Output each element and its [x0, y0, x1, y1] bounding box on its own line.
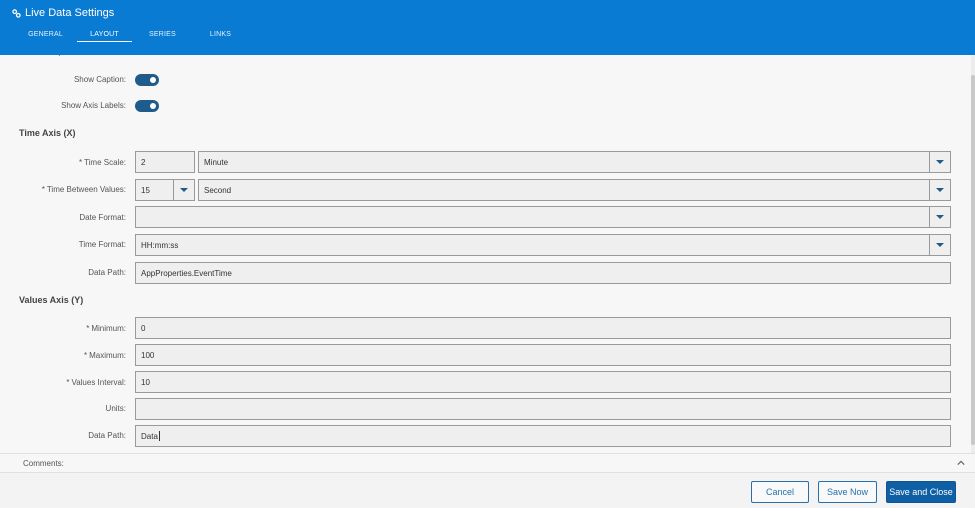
time-between-values-label-text: Time Between Values:	[46, 185, 126, 194]
values-data-path-value: Data	[141, 431, 158, 441]
time-format-value: HH:mm:ss	[141, 240, 179, 250]
values-data-path-label: Data Path:	[88, 431, 126, 440]
toggle-knob	[150, 103, 156, 109]
time-between-values-value: 15	[141, 185, 150, 195]
chevron-down-icon	[936, 188, 944, 192]
chevron-up-icon[interactable]	[957, 459, 965, 467]
text-cursor	[158, 431, 160, 441]
time-axis-title: Time Axis (X)	[19, 128, 76, 138]
show-caption-toggle[interactable]	[135, 74, 159, 86]
settings-content: · Show Caption: Show Axis Labels: Time A…	[0, 55, 971, 453]
tab-bar: GENERAL LAYOUT SERIES LINKS	[18, 28, 248, 42]
values-interval-input[interactable]: 10	[135, 371, 951, 393]
cancel-button[interactable]: Cancel	[751, 481, 809, 503]
time-between-values-label: * Time Between Values:	[42, 185, 126, 194]
required-marker: *	[66, 378, 70, 387]
save-and-close-button[interactable]: Save and Close	[886, 481, 956, 503]
comments-label: Comments:	[23, 459, 64, 468]
scrolled-off-label: ·	[58, 55, 61, 60]
time-data-path-label: Data Path:	[88, 268, 126, 277]
tab-layout[interactable]: LAYOUT	[77, 28, 132, 42]
scrollbar-thumb[interactable]	[971, 75, 975, 445]
show-axis-labels-toggle[interactable]	[135, 100, 159, 112]
time-scale-unit-dropdown-button[interactable]	[929, 152, 950, 172]
time-data-path-value: AppProperties.EventTime	[141, 268, 232, 278]
time-between-values-dropdown-button[interactable]	[173, 180, 194, 200]
dialog-footer: Cancel Save Now Save and Close	[0, 473, 975, 508]
maximum-label: * Maximum:	[84, 351, 126, 360]
values-interval-label-text: Values Interval:	[71, 378, 126, 387]
time-scale-input[interactable]: 2	[135, 151, 195, 173]
required-marker: *	[41, 185, 45, 194]
chevron-down-icon	[936, 160, 944, 164]
tab-links[interactable]: LINKS	[209, 31, 232, 38]
time-between-values-select[interactable]: 15	[135, 179, 195, 201]
values-axis-title: Values Axis (Y)	[19, 295, 84, 305]
time-between-values-unit-value: Second	[204, 185, 232, 195]
date-format-dropdown-button[interactable]	[929, 207, 950, 227]
time-scale-unit-value: Minute	[204, 157, 229, 167]
minimum-label-text: Minimum:	[91, 324, 126, 333]
show-caption-label: Show Caption:	[73, 75, 126, 84]
tab-series[interactable]: SERIES	[149, 31, 176, 38]
chevron-down-icon	[936, 243, 944, 247]
time-scale-unit-select[interactable]: Minute	[198, 151, 951, 173]
required-marker: *	[86, 324, 90, 333]
date-format-label: Date Format:	[79, 213, 126, 222]
toggle-knob	[150, 77, 156, 83]
minimum-value: 0	[141, 323, 146, 333]
maximum-label-text: Maximum:	[89, 351, 126, 360]
dialog-title-text: Live Data Settings	[25, 7, 115, 19]
link-icon	[12, 8, 21, 18]
save-now-button[interactable]: Save Now	[818, 481, 877, 503]
required-marker: *	[83, 351, 88, 360]
time-format-label: Time Format:	[78, 240, 126, 249]
time-scale-label: * Time Scale:	[79, 158, 126, 167]
comments-bar[interactable]: Comments:	[0, 453, 975, 473]
time-between-values-unit-dropdown-button[interactable]	[929, 180, 950, 200]
date-format-select[interactable]	[135, 206, 951, 228]
time-scale-label-text: Time Scale:	[84, 158, 126, 167]
minimum-input[interactable]: 0	[135, 317, 951, 339]
chevron-down-icon	[180, 188, 188, 192]
minimum-label: * Minimum:	[86, 324, 126, 333]
time-format-select[interactable]: HH:mm:ss	[135, 234, 951, 256]
units-label: Units:	[105, 404, 126, 413]
dialog-header: Live Data Settings GENERAL LAYOUT SERIES…	[0, 0, 975, 55]
required-marker: *	[78, 158, 83, 167]
values-interval-value: 10	[141, 377, 150, 387]
time-between-values-unit-select[interactable]: Second	[198, 179, 951, 201]
time-format-dropdown-button[interactable]	[929, 235, 950, 255]
values-data-path-input[interactable]: Data	[135, 425, 951, 447]
values-interval-label: * Values Interval:	[66, 378, 126, 387]
maximum-value: 100	[141, 350, 155, 360]
time-scale-value: 2	[141, 157, 146, 167]
chevron-down-icon	[936, 215, 944, 219]
maximum-input[interactable]: 100	[135, 344, 951, 366]
time-data-path-input[interactable]: AppProperties.EventTime	[135, 262, 951, 284]
tab-general[interactable]: GENERAL	[28, 31, 63, 38]
show-axis-labels-label: Show Axis Labels:	[61, 101, 126, 110]
units-input[interactable]	[135, 398, 951, 420]
dialog-title: Live Data Settings	[12, 7, 114, 19]
